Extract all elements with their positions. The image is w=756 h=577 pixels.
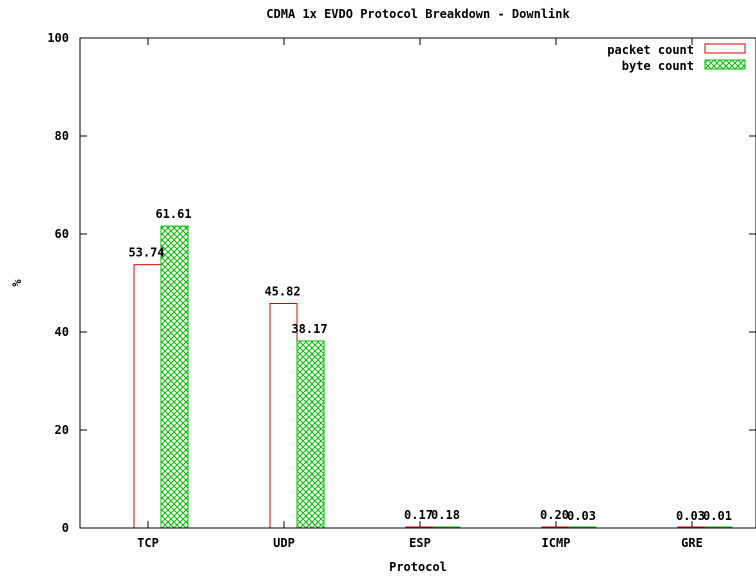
data-label-byte-count-esp: 0.18 <box>431 508 460 522</box>
legend-swatch-byte-count <box>704 59 746 70</box>
bars <box>133 225 733 529</box>
legend-swatch-packet-count <box>704 43 746 54</box>
x-tick-label: TCP <box>137 536 159 550</box>
legend-label-byte-count: byte count <box>622 59 694 73</box>
data-label-packet-count-icmp: 0.20 <box>540 508 569 522</box>
x-axis-label: Protocol <box>389 560 447 574</box>
y-tick-label: 20 <box>55 423 69 437</box>
y-tick-label: 100 <box>47 31 69 45</box>
chart-title: CDMA 1x EVDO Protocol Breakdown - Downli… <box>266 7 570 21</box>
y-tick-label: 60 <box>55 227 69 241</box>
legend-label-packet-count: packet count <box>607 43 694 57</box>
x-tick-label: ESP <box>409 536 431 550</box>
data-label-packet-count-tcp: 53.74 <box>128 246 164 260</box>
data-label-byte-count-gre: 0.01 <box>703 509 732 523</box>
bar-packet-count-tcp <box>133 264 162 529</box>
bar-byte-count-udp <box>296 340 325 529</box>
y-axis-label: % <box>10 279 24 287</box>
x-tick-label: ICMP <box>542 536 571 550</box>
y-tick-label: 40 <box>55 325 69 339</box>
y-tick-label: 0 <box>62 521 69 535</box>
plot-frame <box>79 37 756 529</box>
x-tick-label: GRE <box>681 536 703 550</box>
bar-byte-count-tcp <box>160 225 189 529</box>
legend: packet count byte count <box>607 43 746 73</box>
bar-packet-count-udp <box>269 302 298 529</box>
y-tick-label: 80 <box>55 129 69 143</box>
data-label-packet-count-gre: 0.03 <box>676 509 705 523</box>
data-label-byte-count-tcp: 61.61 <box>155 207 191 221</box>
data-label-byte-count-udp: 38.17 <box>291 322 327 336</box>
data-label-byte-count-icmp: 0.03 <box>567 509 596 523</box>
x-tick-label: UDP <box>273 536 295 550</box>
data-label-packet-count-esp: 0.17 <box>404 508 433 522</box>
axis-ticks: 0 20 40 60 80 100 TCP UDP ESP ICMP GRE <box>47 31 756 550</box>
data-label-packet-count-udp: 45.82 <box>264 284 300 298</box>
